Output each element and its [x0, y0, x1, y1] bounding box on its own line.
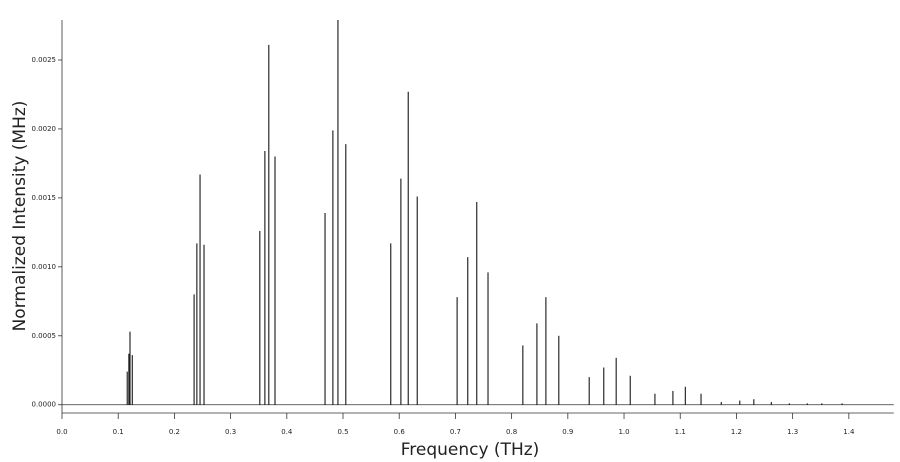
x-tick-label: 1.3 [787, 428, 798, 436]
y-tick-label: 0.0005 [32, 332, 57, 340]
x-tick-label: 0.9 [562, 428, 573, 436]
x-tick-label: 0.0 [56, 428, 67, 436]
x-axis-label: Frequency (THz) [401, 440, 540, 460]
x-tick-label: 0.2 [169, 428, 180, 436]
y-axis-label: Normalized Intensity (MHz) [10, 101, 30, 332]
x-tick-label: 1.0 [618, 428, 629, 436]
y-tick-label: 0.0010 [32, 263, 57, 271]
x-tick-label: 0.4 [281, 428, 293, 436]
x-tick-label: 1.2 [731, 428, 742, 436]
x-tick-label: 0.8 [506, 428, 517, 436]
y-tick-label: 0.0020 [32, 125, 57, 133]
x-tick-label: 0.5 [337, 428, 348, 436]
x-tick-label: 1.1 [675, 428, 686, 436]
x-tick-label: 0.7 [450, 428, 461, 436]
x-tick-label: 0.1 [113, 428, 124, 436]
x-tick-label: 1.4 [843, 428, 855, 436]
y-tick-label: 0.0000 [32, 401, 57, 409]
x-tick-label: 0.3 [225, 428, 236, 436]
y-tick-label: 0.0025 [32, 56, 57, 64]
y-tick-label: 0.0015 [32, 194, 57, 202]
x-tick-label: 0.6 [394, 428, 406, 436]
